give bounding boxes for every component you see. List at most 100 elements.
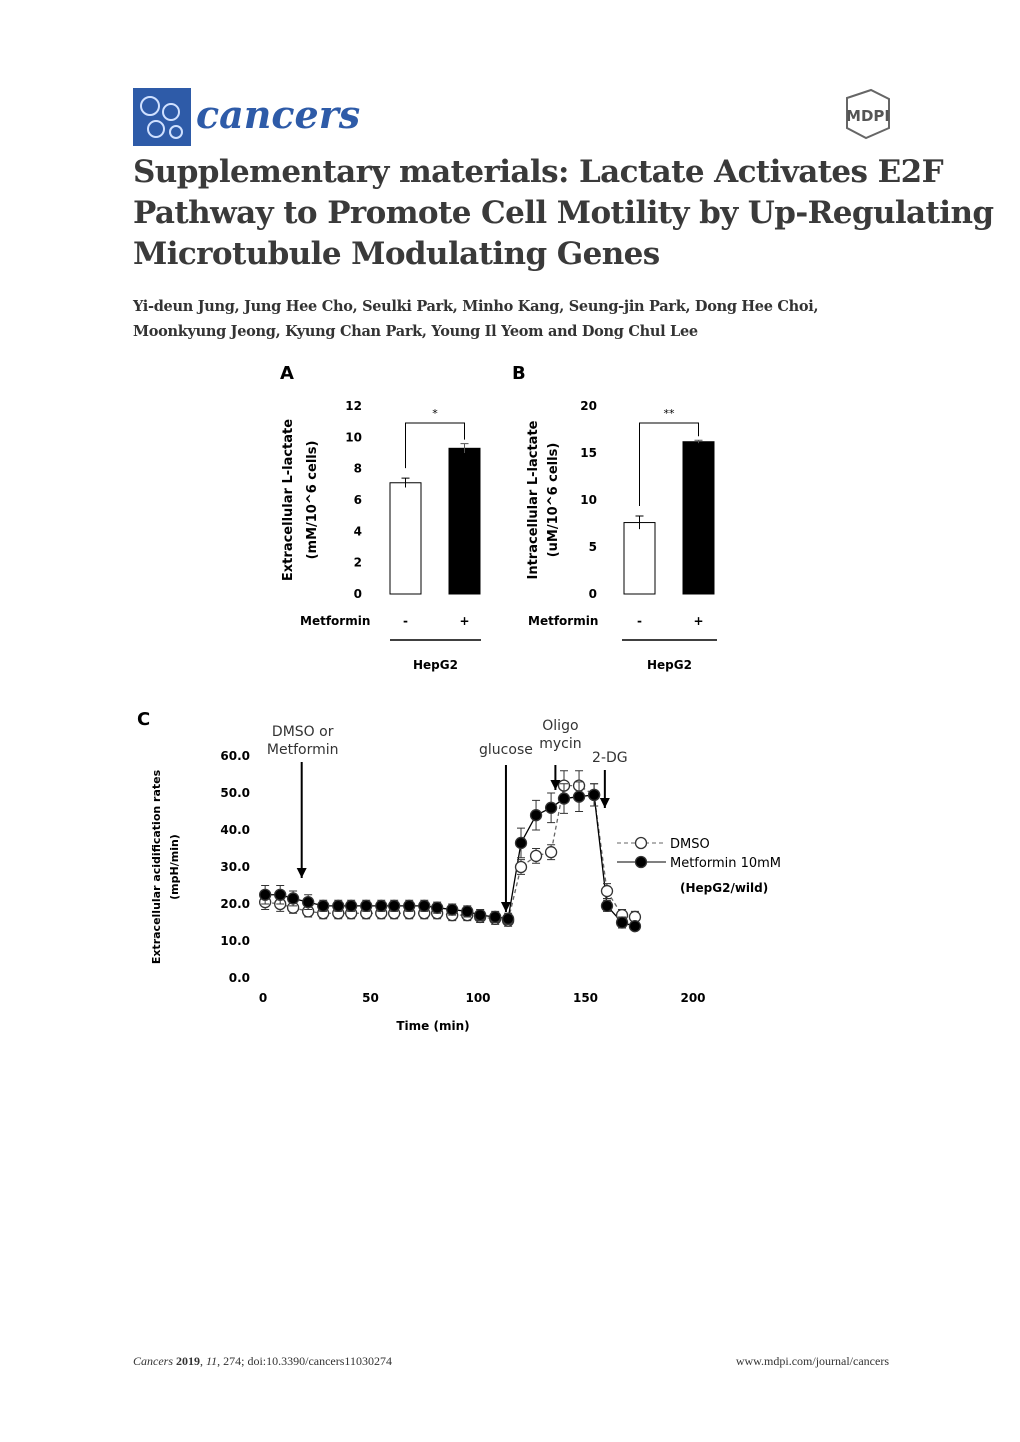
data-point [387,899,401,912]
bar [682,441,715,595]
data-point [600,884,614,898]
row-label: Metformin [300,614,370,628]
y-tick-label: 5 [589,540,597,554]
y-tick-label: 6 [354,493,362,507]
significance-bracket [639,422,699,506]
journal-logo [133,88,191,146]
data-point [628,920,642,933]
data-point [430,901,444,914]
significance-label: ** [664,407,676,420]
row-label: Metformin [528,614,598,628]
data-point [557,792,571,805]
legend-marker [634,855,648,869]
data-point [317,899,330,912]
data-point [544,846,558,859]
y-axis-label: Intracellular L-lactate [526,420,541,579]
group-label: HepG2 [647,658,692,672]
data-point [544,801,558,814]
legend-marker [634,836,648,850]
y-tick-label: 10 [580,493,597,507]
legend-label: DMSO [670,837,710,852]
y-tick-label: 4 [354,524,362,538]
data-point [572,790,586,803]
y-tick-label: 8 [354,462,362,476]
data-point [274,888,287,901]
title-line: Pathway to Promote Cell Motility by Up-R… [133,195,994,231]
x-tick-label: 200 [680,991,705,1005]
data-point [461,905,474,918]
y-tick-label: 10.0 [220,934,250,948]
significance-bracket [405,422,465,469]
y-tick-label: 0.0 [229,971,250,985]
data-point [286,892,300,905]
y-axis-label: Extracellular acidification rates [150,769,163,964]
data-point [529,849,543,863]
citation-year: 2019 [176,1354,200,1368]
annotation-text: Oligo [542,718,578,734]
data-point [375,899,388,912]
bar [389,482,422,595]
category-label: + [459,614,469,628]
data-point [587,788,601,801]
error-bar [635,515,644,530]
data-point [615,916,629,929]
bar [448,447,481,595]
y-tick-label: 12 [345,399,362,413]
annotation-arrowhead [550,780,561,790]
y-tick-label: 10 [345,430,362,444]
annotation-arrowhead [599,798,610,808]
y-axis-label: (mM/10^6 cells) [305,441,320,560]
title: Supplementary materials: Lactate Activat… [133,152,994,275]
y-tick-label: 20 [580,399,597,413]
y-axis-label: Extracellular L-lactate [281,419,296,581]
data-point [403,899,416,912]
error-bar [694,439,703,444]
data-point [514,860,528,874]
data-point [529,809,543,822]
footer-url: www.mdpi.com/journal/cancers [735,1354,889,1368]
data-point [446,903,459,916]
category-label: + [693,614,703,628]
note: (HepG2/wild) [680,881,768,895]
data-point [600,899,614,912]
y-tick-label: 20.0 [220,897,250,911]
title-line: Microtubule Modulating Genes [133,236,660,272]
category-label: - [637,614,642,628]
publisher-logo [846,88,890,140]
bar [623,522,656,595]
citation-rest: , 274; doi:10.3390/cancers11030274 [217,1354,392,1368]
significance-label: * [432,407,438,420]
authors-line: Moonkyung Jeong, Kyung Chan Park, Young … [133,323,698,340]
data-point [501,912,515,925]
journal-name: cancers [196,92,360,137]
data-point [344,899,358,912]
citation-sep: , [200,1354,206,1368]
publisher-name: MDPI [846,107,890,125]
data-point [258,888,272,901]
annotation-text: glucose [479,742,533,758]
annotation-text: 2-DG [592,750,628,766]
citation-volume: 11 [206,1354,218,1368]
citation-journal: Cancers [133,1354,176,1368]
data-point [418,899,431,912]
y-tick-label: 0 [354,587,362,601]
y-tick-label: 60.0 [220,749,250,763]
authors-line: Yi-deun Jung, Jung Hee Cho, Seulki Park,… [133,298,819,315]
x-tick-label: 50 [362,991,379,1005]
x-tick-label: 0 [259,991,267,1005]
y-tick-label: 30.0 [220,860,250,874]
y-tick-label: 0 [589,587,597,601]
annotation-text: DMSO or [272,724,334,740]
data-point [332,899,345,912]
citation: Cancers 2019, 11, 274; doi:10.3390/cance… [133,1354,392,1369]
annotation-text: Metformin [267,742,339,758]
error-bar [460,443,469,453]
title-line: Supplementary materials: Lactate Activat… [133,154,944,190]
y-axis-label: (mpH/min) [168,834,181,900]
data-point [514,836,528,850]
y-tick-label: 15 [580,446,597,460]
data-point [489,910,502,924]
panel-label: B [512,363,526,384]
category-label: - [403,614,408,628]
